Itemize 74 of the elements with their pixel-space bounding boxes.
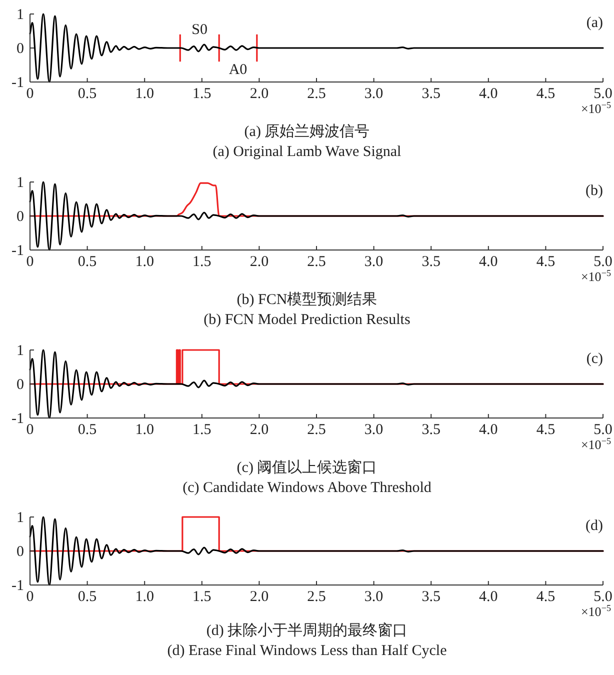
x-tick-label: 2.5 xyxy=(307,86,326,102)
x-tick-label: 2.0 xyxy=(250,86,269,102)
y-tick-label: 1 xyxy=(16,7,24,23)
x-tick-label: 4.0 xyxy=(479,589,498,605)
y-tick-label: 0 xyxy=(16,41,24,57)
x-tick-label: 5.0 xyxy=(594,254,612,270)
y-tick-label: -1 xyxy=(12,578,24,594)
title: (c) 阈值以上候选窗口 xyxy=(236,460,378,476)
y-tick-label: 1 xyxy=(16,343,24,359)
x-tick-label: 2.5 xyxy=(307,422,326,438)
x-tick-label: 4.5 xyxy=(536,422,556,438)
annotation: (a) xyxy=(586,15,603,31)
x-tick-label: 0 xyxy=(26,422,34,438)
x-tick-label: 5.0 xyxy=(594,589,612,605)
annotation: ×10$^{−5}$ xyxy=(580,436,611,452)
x-tick-label: 4.5 xyxy=(536,589,556,605)
y-tick-label: 0 xyxy=(16,377,24,393)
annotation: ×10$^{−5}$ xyxy=(580,603,611,619)
x-tick-label: 0.5 xyxy=(78,254,97,270)
x-tick-label: 1.5 xyxy=(192,254,212,270)
x-tick-label: 3.5 xyxy=(422,86,440,102)
x-tick-label: 5.0 xyxy=(594,422,612,438)
x-tick-label: 3.0 xyxy=(364,254,384,270)
x-tick-label: 3.5 xyxy=(422,254,440,270)
annotation: ×10$^{−5}$ xyxy=(580,100,611,116)
x-tick-label: 3.5 xyxy=(422,589,440,605)
x-tick-label: 0 xyxy=(26,86,34,102)
subtitle: (a) Original Lamb Wave Signal xyxy=(212,144,402,160)
x-tick-label: 3.0 xyxy=(364,589,384,605)
annotation: (b) xyxy=(586,183,603,199)
y-tick-label: -1 xyxy=(12,243,24,259)
x-tick-label: 2.5 xyxy=(307,254,326,270)
x-tick-label: 0 xyxy=(26,254,34,270)
subtitle: (b) FCN Model Prediction Results xyxy=(204,312,410,328)
y-tick-label: 1 xyxy=(16,175,24,191)
x-tick-label: 3.5 xyxy=(422,422,440,438)
x-tick-label: 4.5 xyxy=(536,254,556,270)
x-tick-label: 2.0 xyxy=(250,422,269,438)
y-tick-label: 0 xyxy=(16,209,24,225)
x-tick-label: 1.0 xyxy=(135,254,154,270)
x-tick-label: 4.5 xyxy=(536,86,556,102)
y-tick-label: -1 xyxy=(12,75,24,91)
title: (d) 抹除小于半周期的最终窗口 xyxy=(206,623,408,639)
annotation: (c) xyxy=(586,351,603,367)
x-tick-label: 5.0 xyxy=(594,86,612,102)
x-tick-label: 1.5 xyxy=(192,86,212,102)
x-tick-label: 3.0 xyxy=(364,422,384,438)
subtitle: (d) Erase Final Windows Less than Half Cycle xyxy=(167,643,447,659)
x-tick-label: 2.0 xyxy=(250,589,269,605)
title: (a) 原始兰姆波信号 xyxy=(244,124,370,140)
x-tick-label: 1.0 xyxy=(135,422,154,438)
x-tick-label: 1.0 xyxy=(135,86,154,102)
x-tick-label: 4.0 xyxy=(479,254,498,270)
annotation: S0 xyxy=(192,22,208,38)
annotation: (d) xyxy=(586,518,603,534)
x-tick-label: 1.5 xyxy=(192,589,212,605)
annotation: A0 xyxy=(228,62,248,78)
x-tick-label: 2.0 xyxy=(250,254,269,270)
x-tick-label: 0.5 xyxy=(78,589,97,605)
x-tick-label: 3.0 xyxy=(364,86,384,102)
y-tick-label: -1 xyxy=(12,411,24,427)
x-tick-label: 1.5 xyxy=(192,422,212,438)
x-tick-label: 4.0 xyxy=(479,86,498,102)
y-tick-label: 1 xyxy=(16,510,24,526)
x-tick-label: 0.5 xyxy=(78,422,97,438)
subtitle: (c) Candidate Windows Above Threshold xyxy=(182,480,432,496)
x-tick-label: 0 xyxy=(26,589,34,605)
x-tick-label: 0.5 xyxy=(78,86,97,102)
x-tick-label: 4.0 xyxy=(479,422,498,438)
x-tick-label: 1.0 xyxy=(135,589,154,605)
annotation: ×10$^{−5}$ xyxy=(580,268,611,284)
y-tick-label: 0 xyxy=(16,544,24,560)
title: (b) FCN模型预测结果 xyxy=(236,292,378,308)
x-tick-label: 2.5 xyxy=(307,589,326,605)
